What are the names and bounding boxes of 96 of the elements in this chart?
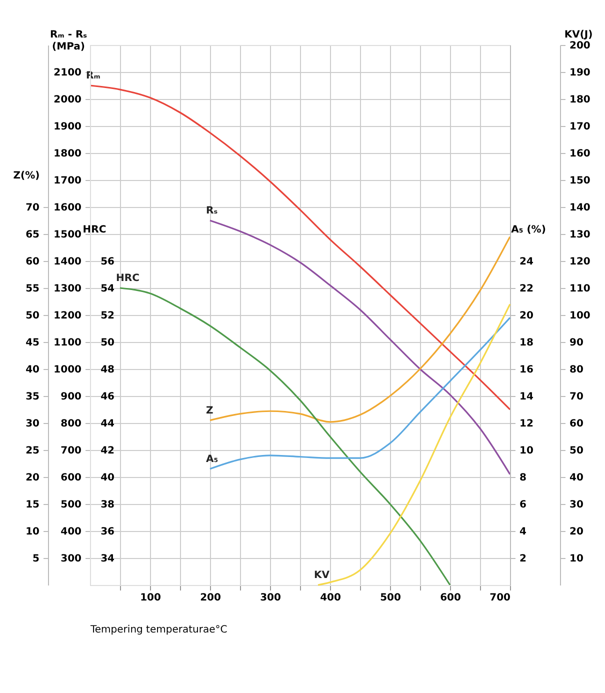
y2-tick-label: 200: [570, 40, 590, 52]
y-tick-label: 1600: [54, 202, 82, 214]
y3-tick-label: 40: [100, 472, 115, 484]
y-tick-label: 24: [520, 256, 534, 268]
y2-tick-label: 40: [570, 472, 584, 484]
y-tick-label: 20: [520, 310, 534, 322]
y-tick-label: 6: [520, 500, 526, 510]
y-tick-label: 400: [60, 526, 82, 538]
y2-tick-label: 25: [26, 446, 40, 456]
x-axis-title: Tempering temperaturae°C: [90, 624, 228, 636]
y-tick-label: 4: [520, 526, 526, 538]
y-tick-label: 1100: [54, 338, 82, 348]
series-label: KV: [314, 570, 330, 581]
y2-tick-label: 15: [26, 500, 40, 510]
y2-tick-label: 70: [570, 392, 584, 402]
series-label: Rₛ: [206, 206, 218, 216]
y2-tick-label: 50: [26, 310, 40, 322]
y2-tick-label: 5: [32, 554, 40, 564]
y-tick-label: 700: [60, 446, 82, 456]
y3-tick-label: 48: [100, 364, 115, 376]
y-tick-label: 1400: [54, 256, 82, 268]
y3-tick-label: 38: [100, 500, 115, 510]
x-tick-label: 600: [440, 592, 461, 604]
y-tick-label: 2000: [54, 94, 82, 106]
y-axis-title: A₅ (%): [511, 224, 546, 236]
y2-tick-label: 120: [570, 256, 590, 268]
y2-tick-label: 180: [570, 94, 590, 106]
y3-tick-label: 50: [100, 338, 115, 348]
y2-tick-label: 40: [26, 364, 40, 376]
x-tick-label: 200: [200, 592, 221, 604]
y2-axis-title: Z(%): [13, 170, 40, 182]
y2-tick-label: 160: [570, 148, 590, 160]
y2-tick-label: 65: [26, 230, 40, 240]
y2-tick-label: 80: [570, 364, 584, 376]
y-tick-label: 1200: [54, 310, 82, 322]
y-tick-label: 12: [520, 418, 534, 430]
y2-tick-label: 10: [570, 554, 584, 564]
y2-tick-label: 90: [570, 338, 584, 348]
y2-tick-label: 30: [570, 500, 584, 510]
y-tick-label: 800: [60, 418, 82, 430]
y2-tick-label: 60: [26, 256, 40, 268]
y-tick-label: 18: [520, 338, 534, 348]
y-tick-label: 1000: [54, 364, 82, 376]
y2-tick-label: 190: [570, 68, 590, 78]
y-tick-label: 10: [520, 446, 534, 456]
y2-axis-title: KV(J): [564, 30, 593, 40]
y2-tick-label: 30: [26, 418, 40, 430]
y3-tick-label: 44: [100, 418, 115, 430]
x-tick-label: 700: [490, 592, 511, 604]
y-tick-label: 500: [60, 500, 82, 510]
y2-tick-label: 110: [570, 284, 590, 294]
y3-tick-label: 56: [100, 256, 115, 268]
series-label: Z: [206, 405, 214, 416]
y2-tick-label: 100: [570, 310, 590, 322]
y-tick-label: 1800: [54, 148, 82, 160]
y2-tick-label: 20: [570, 526, 584, 538]
y3-tick-label: 36: [100, 526, 115, 538]
y2-tick-label: 10: [26, 526, 40, 538]
y-tick-label: 300: [60, 554, 82, 564]
line-series: [119, 287, 451, 586]
series-label: HRC: [116, 273, 140, 284]
y-tick-label: 14: [520, 392, 534, 402]
y3-tick-label: 42: [100, 446, 115, 456]
x-tick-label: 100: [140, 592, 161, 604]
y-tick-label: 900: [60, 392, 82, 402]
y3-tick-label: 52: [100, 310, 115, 322]
y2-tick-label: 45: [26, 338, 40, 348]
x-tick-label: 400: [320, 592, 341, 604]
x-tick-label: 300: [260, 592, 281, 604]
y2-tick-label: 55: [26, 284, 40, 294]
y2-tick-label: 150: [570, 176, 590, 186]
y2-tick-label: 130: [570, 230, 590, 240]
y-tick-label: 1500: [54, 230, 82, 240]
y-axis-title: Rₘ - Rₛ (MPa): [50, 30, 88, 52]
y-tick-label: 1700: [54, 176, 82, 186]
y2-tick-label: 70: [26, 202, 40, 214]
y2-tick-label: 35: [26, 392, 40, 402]
y-tick-label: 600: [60, 472, 82, 484]
y-tick-label: 8: [520, 472, 526, 484]
y-tick-label: 2: [520, 554, 526, 564]
y3-tick-label: 54: [100, 284, 115, 294]
x-tick-label: 500: [380, 592, 401, 604]
y2-tick-label: 140: [570, 202, 590, 214]
y-tick-label: 2100: [54, 68, 82, 78]
y2-tick-label: 60: [570, 418, 584, 430]
series-label: A₅: [206, 454, 218, 465]
y2-tick-label: 50: [570, 446, 584, 456]
y2-tick-label: 20: [26, 472, 40, 484]
y2-tick-label: 170: [570, 122, 590, 132]
y3-tick-label: 34: [100, 554, 115, 564]
y3-tick-label: 46: [100, 392, 115, 402]
y-tick-label: 1300: [54, 284, 82, 294]
y-tick-label: 1900: [54, 122, 82, 132]
y-tick-label: 16: [520, 364, 534, 376]
y3-axis-title: HRC: [82, 224, 106, 236]
y-tick-label: 22: [520, 284, 534, 294]
